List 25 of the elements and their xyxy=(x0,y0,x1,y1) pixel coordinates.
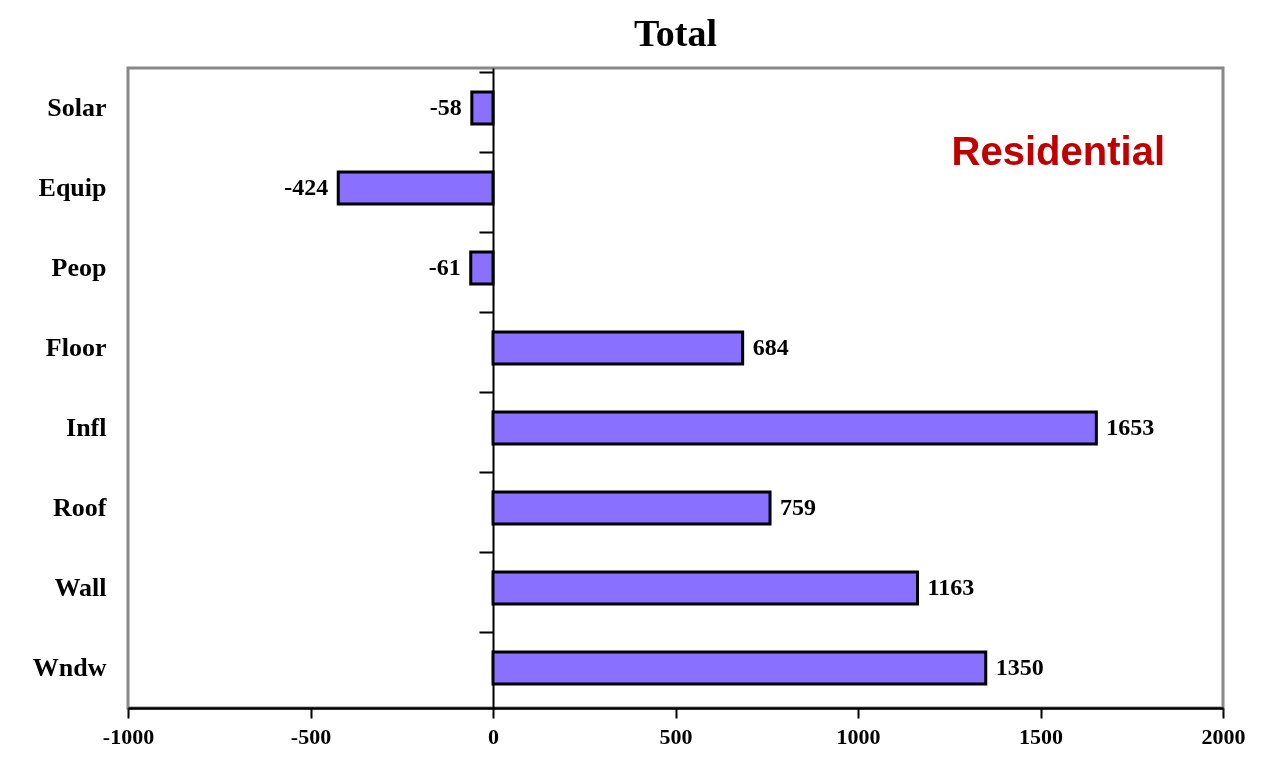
data-label: 1653 xyxy=(1106,414,1155,440)
y-tick-label: Roof xyxy=(53,493,107,522)
data-label: 1350 xyxy=(995,654,1044,680)
x-tick-label: 1500 xyxy=(1019,723,1063,749)
data-label: -61 xyxy=(428,254,461,280)
data-label: -424 xyxy=(284,174,329,200)
y-tick-label: Solar xyxy=(47,93,107,122)
x-tick-label: -1000 xyxy=(102,723,155,749)
annotation: Residential xyxy=(951,129,1165,173)
x-tick-label: 2000 xyxy=(1201,723,1246,749)
y-tick-label: Wall xyxy=(54,573,107,602)
data-label: 1163 xyxy=(927,574,975,600)
y-tick-label: Infl xyxy=(66,413,107,442)
data-label: 684 xyxy=(752,334,789,360)
y-tick-label: Wndw xyxy=(32,653,107,682)
y-tick-label: Equip xyxy=(38,173,107,202)
data-label: -58 xyxy=(429,94,462,120)
x-tick-label: 0 xyxy=(488,723,499,749)
y-tick-label: Floor xyxy=(45,333,107,362)
data-label: 759 xyxy=(780,494,817,520)
x-tick-label: -500 xyxy=(290,723,332,749)
x-tick-label: 1000 xyxy=(836,723,881,749)
x-tick-label: 500 xyxy=(659,723,693,749)
chart-title: Total xyxy=(633,12,718,54)
y-tick-label: Peop xyxy=(51,253,107,282)
